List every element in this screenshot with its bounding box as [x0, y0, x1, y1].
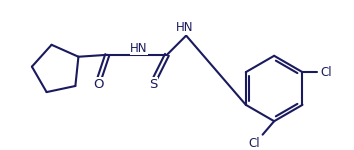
Text: S: S	[149, 78, 158, 91]
Text: HN: HN	[176, 21, 193, 34]
Text: O: O	[93, 78, 104, 91]
Text: Cl: Cl	[321, 66, 332, 79]
Text: HN: HN	[130, 42, 148, 55]
Text: Cl: Cl	[248, 137, 260, 150]
